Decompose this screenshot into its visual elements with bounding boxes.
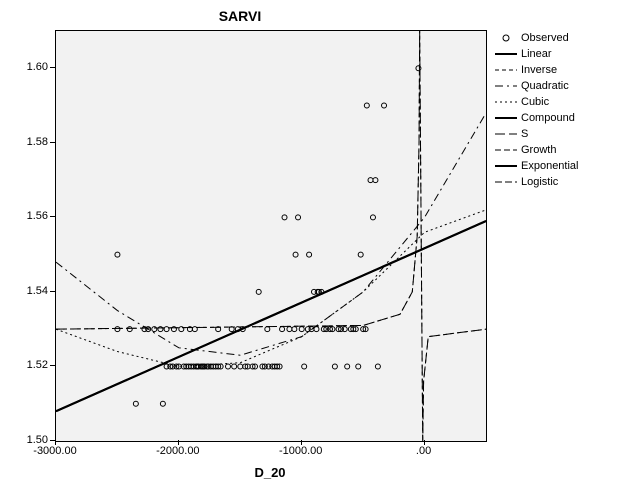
x-tick [301, 440, 302, 445]
observed-point [299, 327, 304, 332]
legend-label: Logistic [521, 176, 558, 188]
observed-point [164, 327, 169, 332]
observed-point [375, 364, 380, 369]
observed-point [287, 327, 292, 332]
legend-label: Inverse [521, 64, 557, 76]
legend-label: Linear [521, 48, 552, 60]
curve-inverse [56, 31, 486, 441]
legend-swatch [495, 80, 517, 92]
y-tick [50, 67, 55, 68]
legend-label: Observed [521, 32, 569, 44]
observed-point [368, 178, 373, 183]
observed-point [358, 252, 363, 257]
observed-point [416, 66, 421, 71]
legend-swatch [495, 176, 517, 188]
observed-point [370, 215, 375, 220]
legend-label: Exponential [521, 160, 579, 172]
observed-point [232, 364, 237, 369]
observed-point [160, 401, 165, 406]
observed-point [293, 252, 298, 257]
x-tick-label: -3000.00 [33, 445, 76, 457]
legend-item: Cubic [495, 94, 579, 109]
observed-point [226, 364, 231, 369]
y-tick [50, 291, 55, 292]
x-axis-title: D_20 [55, 465, 485, 480]
legend-item: Quadratic [495, 78, 579, 93]
observed-point [342, 327, 347, 332]
observed-point [296, 215, 301, 220]
observed-point [302, 364, 307, 369]
chart-title: SARVI [0, 8, 480, 24]
observed-point [356, 364, 361, 369]
legend-label: Compound [521, 112, 575, 124]
legend-item: S [495, 126, 579, 141]
plot-svg [56, 31, 486, 441]
observed-point [292, 327, 297, 332]
observed-point [314, 327, 319, 332]
curve-s [56, 31, 486, 441]
observed-point [192, 327, 197, 332]
observed-point [280, 327, 285, 332]
x-tick [424, 440, 425, 445]
x-tick [178, 440, 179, 445]
legend-item: Logistic [495, 174, 579, 189]
observed-point [307, 252, 312, 257]
y-tick-label: 1.60 [27, 61, 48, 73]
legend-item: Exponential [495, 158, 579, 173]
y-tick [50, 142, 55, 143]
y-tick-label: 1.56 [27, 210, 48, 222]
observed-point [133, 401, 138, 406]
plot-area [55, 30, 487, 442]
x-tick-label: -1000.00 [279, 445, 322, 457]
observed-point [364, 103, 369, 108]
observed-point [345, 364, 350, 369]
observed-point [256, 289, 261, 294]
legend-item: Linear [495, 46, 579, 61]
observed-point [382, 103, 387, 108]
legend-label: Cubic [521, 96, 549, 108]
legend-label: Growth [521, 144, 556, 156]
observed-point [282, 215, 287, 220]
observed-point [115, 327, 120, 332]
observed-point [373, 178, 378, 183]
x-tick [55, 440, 56, 445]
legend-swatch [495, 128, 517, 140]
legend-swatch [495, 48, 517, 60]
chart-container: SARVI 1.501.521.541.561.581.60 -3000.00-… [0, 0, 626, 501]
y-tick [50, 365, 55, 366]
legend-swatch [495, 32, 517, 44]
x-tick-label: -2000.00 [156, 445, 199, 457]
observed-point [238, 364, 243, 369]
legend: Observed Linear Inverse Quadratic Cubic Compo… [495, 30, 579, 190]
legend-label: Quadratic [521, 80, 569, 92]
legend-swatch [495, 64, 517, 76]
legend-swatch [495, 144, 517, 156]
observed-point [179, 327, 184, 332]
observed-point [265, 327, 270, 332]
legend-swatch [495, 160, 517, 172]
observed-point [332, 364, 337, 369]
legend-item: Growth [495, 142, 579, 157]
legend-swatch [495, 112, 517, 124]
y-tick-label: 1.54 [27, 285, 48, 297]
y-tick-label: 1.58 [27, 136, 48, 148]
legend-item: Compound [495, 110, 579, 125]
y-tick [50, 216, 55, 217]
observed-point [127, 327, 132, 332]
legend-swatch [495, 96, 517, 108]
y-tick-label: 1.52 [27, 359, 48, 371]
observed-point [115, 252, 120, 257]
legend-item: Inverse [495, 62, 579, 77]
legend-item: Observed [495, 30, 579, 45]
x-tick-label: .00 [416, 445, 431, 457]
observed-point [152, 327, 157, 332]
legend-label: S [521, 128, 528, 140]
